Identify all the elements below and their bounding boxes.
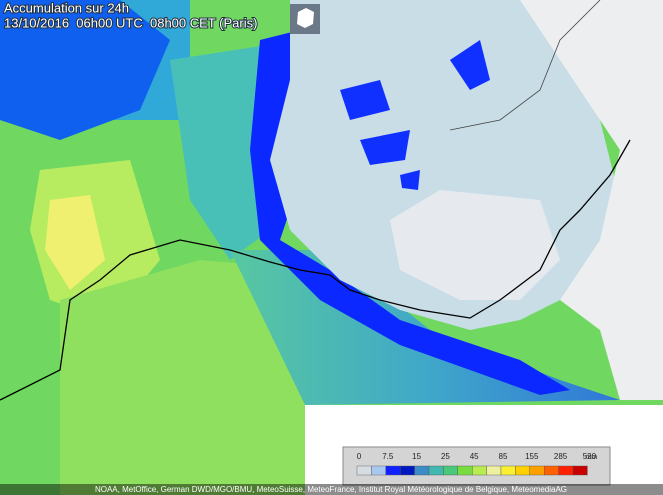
legend-swatch bbox=[371, 465, 386, 476]
legend-tick-label: 520 bbox=[583, 452, 597, 461]
legend-swatch bbox=[385, 465, 401, 476]
legend-swatch bbox=[572, 465, 588, 476]
legend-swatch bbox=[529, 465, 545, 476]
legend-swatch bbox=[414, 465, 430, 476]
legend-swatch bbox=[544, 465, 559, 476]
legend-tick-label: 285 bbox=[554, 452, 568, 461]
legend-tick-label: 7.5 bbox=[382, 452, 394, 461]
legend-tick-label: 85 bbox=[499, 452, 508, 461]
legend-tick-label: 15 bbox=[412, 452, 421, 461]
credits-bar bbox=[0, 484, 663, 495]
legend-swatch bbox=[515, 465, 531, 476]
legend-tick-label: 155 bbox=[525, 452, 539, 461]
logo bbox=[290, 4, 320, 34]
legend-swatch bbox=[472, 465, 487, 476]
credits: NOAA, MetOffice, German DWD/MGO/BMU, Met… bbox=[95, 485, 567, 494]
legend-unit: mm bbox=[585, 454, 597, 461]
legend-swatch bbox=[558, 465, 574, 476]
legend-swatch bbox=[356, 465, 372, 476]
map-date: 13/10/2016 06h00 UTC 08h00 CET (Paris) bbox=[4, 15, 257, 30]
legend-tick-label: 25 bbox=[441, 452, 450, 461]
legend-swatch bbox=[457, 465, 473, 476]
legend-swatch bbox=[500, 465, 516, 476]
legend-swatch bbox=[400, 465, 415, 476]
legend-swatch bbox=[486, 465, 502, 476]
legend-tick-label: 0 bbox=[357, 452, 362, 461]
map-title: Accumulation sur 24h bbox=[4, 0, 129, 15]
legend-tick-label: 45 bbox=[470, 452, 479, 461]
legend-swatch bbox=[443, 465, 458, 476]
legend-swatch bbox=[428, 465, 444, 476]
